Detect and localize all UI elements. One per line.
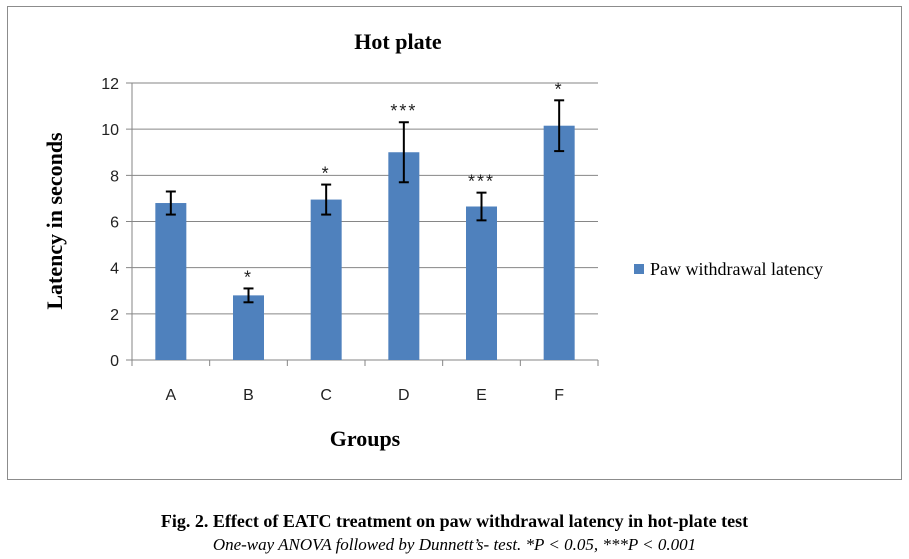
bar (310, 199, 342, 360)
y-tick-label: 10 (101, 122, 119, 139)
bar (388, 152, 420, 360)
significance-label: * (244, 267, 253, 287)
y-tick-label: 0 (110, 353, 119, 370)
x-tick-label: F (554, 387, 564, 404)
y-tick-label: 2 (110, 307, 119, 324)
x-tick-label: C (320, 387, 332, 404)
x-tick-label: E (476, 387, 487, 404)
significance-label: * (322, 164, 331, 184)
chart-frame (7, 6, 902, 480)
bar (543, 125, 575, 361)
significance-label: *** (390, 101, 417, 121)
y-tick-label: 4 (110, 261, 119, 278)
y-tick-label: 12 (101, 76, 119, 93)
chart-title: Hot plate (354, 29, 442, 54)
y-tick-label: 8 (110, 168, 119, 185)
bar (233, 295, 264, 360)
bar-chart: Hot plate 0 2 4 6 8 10 12 A * B * C *** D *** E * F Groups L… (42, 29, 823, 451)
legend-swatch (634, 264, 644, 274)
significance-label: *** (468, 172, 495, 192)
bar (155, 203, 187, 360)
x-tick-label: A (165, 387, 176, 404)
x-tick-label: B (243, 387, 254, 404)
legend-label: Paw withdrawal latency (650, 259, 823, 279)
y-axis-label: Latency in seconds (42, 132, 67, 310)
significance-label: * (555, 79, 564, 99)
x-tick-label: D (398, 387, 410, 404)
bar (466, 206, 497, 360)
figure-caption-title: Fig. 2. Effect of EATC treatment on paw … (160, 511, 749, 531)
x-axis-label: Groups (330, 426, 401, 451)
y-tick-label: 6 (110, 215, 119, 232)
figure-caption-note: One-way ANOVA followed by Dunnett’s- tes… (212, 535, 697, 554)
